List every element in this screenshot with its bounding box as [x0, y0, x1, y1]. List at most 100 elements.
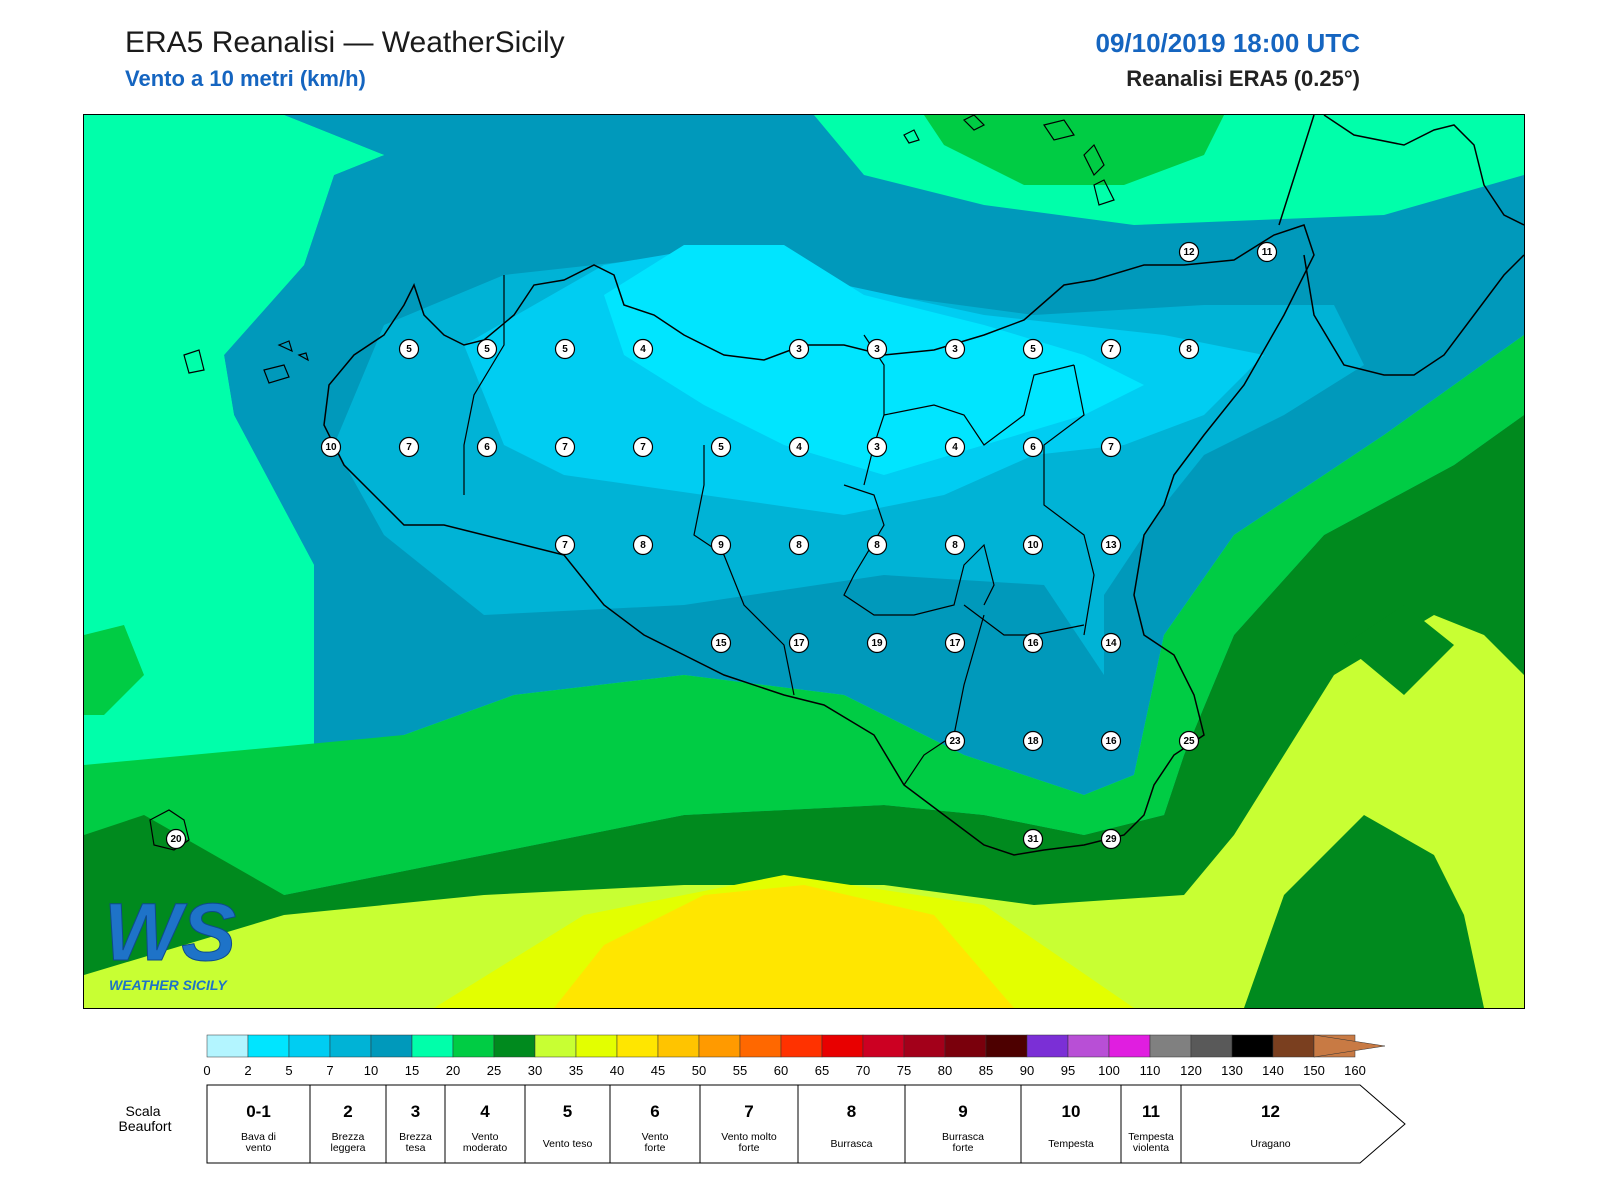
- field-30-35: [84, 615, 1524, 1008]
- station-marker: 17: [944, 632, 966, 654]
- beaufort-description: Vento teso: [543, 1138, 593, 1150]
- station-circle: [1022, 534, 1044, 556]
- station-marker: 16: [1100, 730, 1122, 752]
- station-value: 7: [1108, 344, 1114, 355]
- station-circle: [710, 632, 732, 654]
- station-marker: 31: [1022, 828, 1044, 850]
- station-marker: 3: [866, 436, 888, 458]
- station-value: 7: [562, 442, 568, 453]
- station-marker: 29: [1100, 828, 1122, 850]
- beaufort-description: Vento molto: [721, 1131, 777, 1143]
- color-scale-swatch: [821, 1034, 864, 1058]
- station-marker: 4: [788, 436, 810, 458]
- station-marker: 4: [632, 338, 654, 360]
- station-marker: 3: [944, 338, 966, 360]
- station-marker: 9: [710, 534, 732, 556]
- color-scale-swatch: [247, 1034, 290, 1058]
- color-scale-tick: 65: [815, 1063, 829, 1078]
- station-value: 8: [874, 540, 880, 551]
- beaufort-number: 7: [744, 1102, 753, 1121]
- station-circle: [632, 436, 654, 458]
- beaufort-description: Brezza: [332, 1131, 365, 1143]
- field-2-5: [604, 245, 1144, 475]
- calabria-coastline: [1278, 115, 1524, 376]
- color-scale-swatch: [1149, 1034, 1192, 1058]
- beaufort-description: forte: [738, 1142, 759, 1154]
- station-circle: [1100, 632, 1122, 654]
- beaufort-number: 6: [650, 1102, 659, 1121]
- color-scale-swatch: [575, 1034, 618, 1058]
- beaufort-number: 3: [411, 1102, 420, 1121]
- color-scale-bar: [206, 1034, 1386, 1058]
- station-value: 12: [1183, 247, 1195, 258]
- province-borders: [463, 275, 1095, 786]
- color-scale-swatch: [1108, 1034, 1151, 1058]
- color-scale-tick: 140: [1262, 1063, 1284, 1078]
- station-value: 10: [1027, 540, 1039, 551]
- station-circle: [710, 436, 732, 458]
- station-marker: 11: [1256, 241, 1278, 263]
- station-values: 12 11 5 5 5 4 3 3 3 5 7 8 10 7 6 7 7 5 4 3 4 6 7 7 8 9 8 8 8 10 13 15 17…: [165, 241, 1278, 850]
- color-scale-swatch: [944, 1034, 987, 1058]
- station-marker: 6: [1022, 436, 1044, 458]
- station-value: 8: [1186, 344, 1192, 355]
- station-circle: [1178, 241, 1200, 263]
- beaufort-description: violenta: [1133, 1142, 1169, 1154]
- beaufort-level: 10 Tempesta: [1020, 1084, 1122, 1164]
- station-circle: [1100, 338, 1122, 360]
- field-25-30: [84, 415, 1524, 1008]
- station-value: 8: [640, 540, 646, 551]
- forecast-datetime: 09/10/2019 18:00 UTC: [1095, 28, 1360, 58]
- station-circle: [476, 338, 498, 360]
- station-marker: 10: [1022, 534, 1044, 556]
- wind-map: 12 11 5 5 5 4 3 3 3 5 7 8 10 7 6 7 7 5 4 3 4 6 7 7 8 9 8 8 8 10 13 15 17…: [83, 114, 1525, 1009]
- station-value: 5: [562, 344, 568, 355]
- station-circle: [788, 338, 810, 360]
- station-circle: [866, 436, 888, 458]
- beaufort-level: 5 Vento teso: [524, 1084, 611, 1164]
- station-circle: [788, 632, 810, 654]
- station-value: 9: [718, 540, 724, 551]
- station-value: 7: [406, 442, 412, 453]
- station-value: 15: [715, 638, 727, 649]
- beaufort-description: leggera: [330, 1142, 365, 1154]
- station-marker: 7: [554, 436, 576, 458]
- color-scale-swatch: [1026, 1034, 1069, 1058]
- color-scale-swatch: [452, 1034, 495, 1058]
- beaufort-label: Scala Beaufort: [119, 1103, 172, 1134]
- logo-text: WEATHER SICILY: [109, 977, 228, 993]
- station-circle: [866, 534, 888, 556]
- color-scale-tick: 7: [326, 1063, 333, 1078]
- station-marker: 23: [944, 730, 966, 752]
- sicily-coastline: [323, 224, 1315, 856]
- station-marker: 8: [788, 534, 810, 556]
- station-circle: [1100, 730, 1122, 752]
- color-scale-tick: 5: [285, 1063, 292, 1078]
- station-marker: 14: [1100, 632, 1122, 654]
- station-circle: [398, 338, 420, 360]
- station-circle: [1178, 338, 1200, 360]
- color-scale-swatch: [329, 1034, 372, 1058]
- station-value: 25: [1183, 736, 1195, 747]
- color-scale-tick: 20: [446, 1063, 460, 1078]
- color-scale-tick: 35: [569, 1063, 583, 1078]
- station-marker: 7: [632, 436, 654, 458]
- logo-letters: WS: [104, 887, 236, 978]
- station-marker: 16: [1022, 632, 1044, 654]
- color-scale-tick: 40: [610, 1063, 624, 1078]
- beaufort-description: forte: [644, 1142, 665, 1154]
- beaufort-description: Vento: [472, 1131, 499, 1143]
- station-marker: 13: [1100, 534, 1122, 556]
- egadi-islands: [183, 340, 309, 384]
- station-marker: 17: [788, 632, 810, 654]
- beaufort-description: vento: [246, 1142, 272, 1154]
- station-marker: 7: [554, 534, 576, 556]
- station-marker: 19: [866, 632, 888, 654]
- station-circle: [866, 338, 888, 360]
- color-scale-tick: 60: [774, 1063, 788, 1078]
- station-circle: [944, 730, 966, 752]
- color-scale-tick: 80: [938, 1063, 952, 1078]
